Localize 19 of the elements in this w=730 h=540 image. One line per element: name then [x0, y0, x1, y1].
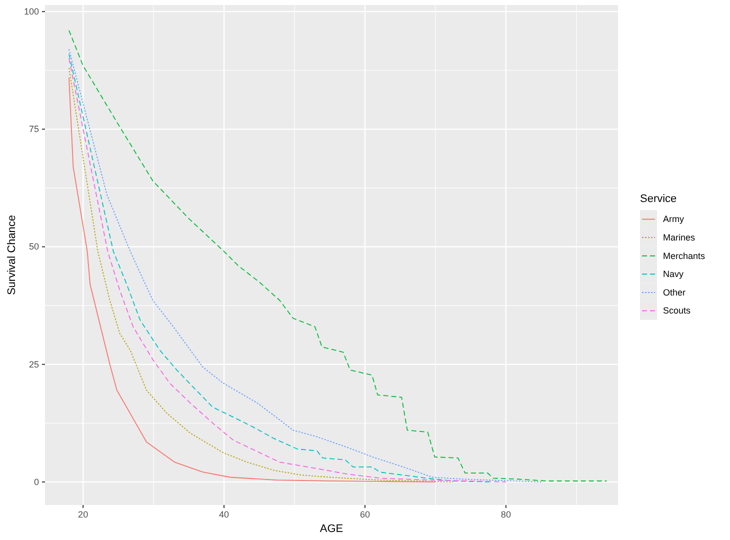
x-axis-title: AGE — [320, 523, 344, 535]
y-tick-label: 0 — [34, 476, 39, 487]
legend-label: Army — [663, 214, 684, 224]
legend-label: Marines — [663, 232, 696, 243]
x-tick-label: 60 — [360, 509, 370, 520]
legend-label: Scouts — [663, 306, 692, 316]
x-tick-label: 20 — [78, 509, 88, 520]
legend-label: Merchants — [663, 250, 706, 261]
line-series — [68, 30, 608, 482]
y-tick-label: 25 — [28, 359, 39, 370]
x-tick-label: 40 — [219, 509, 230, 520]
y-tick-label: 50 — [28, 242, 39, 252]
y-tick-label: 75 — [28, 124, 39, 134]
y-tick-label: 100 — [24, 6, 39, 16]
y-axis-title: Survival Chance — [6, 214, 18, 296]
legend-title: Service — [640, 193, 677, 206]
legend-label: Navy — [663, 269, 684, 280]
x-tick-label: 80 — [500, 509, 511, 520]
legend-label: Other — [663, 287, 686, 298]
